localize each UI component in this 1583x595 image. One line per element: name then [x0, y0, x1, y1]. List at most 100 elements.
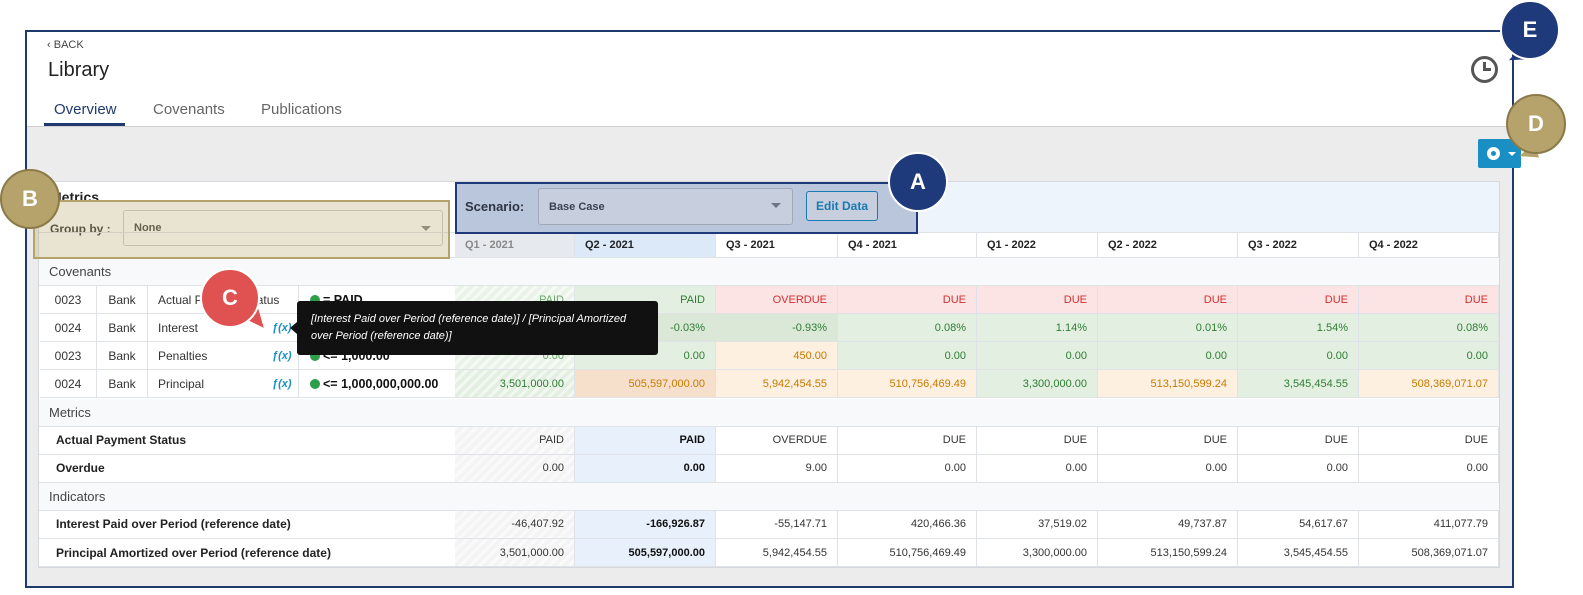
formula-icon[interactable]: ƒ(x)	[272, 322, 292, 335]
value-cell: 1.14%	[977, 314, 1098, 343]
cell: <= 1,000,000,000.00	[299, 370, 456, 399]
value-cell: 505,597,000.00	[575, 370, 716, 399]
value-cell: 508,369,071.07	[1359, 539, 1499, 568]
section-header: Indicators	[39, 482, 1499, 511]
value-cell: DUE	[838, 426, 977, 455]
tab[interactable]: Publications	[261, 100, 342, 118]
formula-icon[interactable]: ƒ(x)	[272, 350, 292, 363]
value-cell: 450.00	[716, 342, 838, 371]
value-cell: 0.00	[977, 342, 1098, 371]
value-cell: -46,407.92	[455, 510, 575, 539]
value-cell: 0.00	[1238, 454, 1359, 483]
value-cell: 420,466.36	[838, 510, 977, 539]
tab[interactable]: Overview	[54, 100, 117, 118]
value-cell: DUE	[1359, 426, 1499, 455]
tab-underline	[44, 123, 125, 126]
check-icon	[310, 295, 320, 306]
back-link[interactable]: ‹ BACK	[47, 39, 84, 51]
formula-icon[interactable]: ƒ(x)	[272, 378, 292, 391]
cell: Penalties	[148, 342, 299, 371]
callout: E	[1500, 0, 1560, 60]
value-cell: PAID	[575, 426, 716, 455]
caret	[1508, 152, 1516, 156]
value-cell: 513,150,599.24	[1098, 370, 1238, 399]
value-cell: 0.00	[1098, 454, 1238, 483]
value-cell: 1.54%	[1238, 314, 1359, 343]
history-icon[interactable]	[1471, 56, 1498, 83]
value-cell: 0.08%	[838, 314, 977, 343]
value-cell: DUE	[838, 286, 977, 315]
history-hand	[1483, 62, 1491, 71]
value-cell: 510,756,469.49	[838, 370, 977, 399]
column-header: Q1 - 2021	[455, 232, 575, 258]
cell: Bank	[97, 286, 148, 315]
value-cell: -55,147.71	[716, 510, 838, 539]
section-header: Metrics	[39, 398, 1499, 427]
row-label: Overdue	[39, 455, 455, 483]
group-by-select[interactable]: None	[123, 210, 443, 246]
value-cell: 0.00	[1359, 454, 1499, 483]
value-cell: 5,942,454.55	[716, 539, 838, 568]
value-cell: DUE	[1359, 286, 1499, 315]
row-label: Actual Payment Status	[39, 427, 455, 455]
value-cell: 0.00	[838, 342, 977, 371]
highlight-b	[33, 200, 450, 259]
value-cell: 3,545,454.55	[1238, 370, 1359, 399]
cell: Bank	[97, 370, 148, 399]
value-cell: 3,501,000.00	[455, 370, 575, 399]
column-header: Q3 - 2022	[1238, 232, 1359, 258]
value-cell: 9.00	[716, 454, 838, 483]
tooltip-arrow	[290, 322, 297, 334]
callout: C	[200, 268, 260, 328]
cell: 0024	[40, 370, 97, 399]
value-cell: DUE	[977, 426, 1098, 455]
tab[interactable]: Covenants	[153, 100, 225, 118]
column-header: Q4 - 2022	[1359, 232, 1499, 258]
edit-data-button[interactable]: Edit Data	[806, 191, 878, 221]
value-cell: PAID	[455, 426, 575, 455]
value-cell: -166,926.87	[575, 510, 716, 539]
column-header: Q2 - 2022	[1098, 232, 1238, 258]
column-header: Q3 - 2021	[716, 232, 838, 258]
value-cell: 3,501,000.00	[455, 539, 575, 568]
value-cell: 3,300,000.00	[977, 370, 1098, 399]
gear-icon	[1487, 147, 1500, 160]
value-cell: OVERDUE	[716, 286, 838, 315]
cell: Bank	[97, 314, 148, 343]
callout: A	[888, 152, 948, 212]
value-cell: 513,150,599.24	[1098, 539, 1238, 568]
value-cell: 510,756,469.49	[838, 539, 977, 568]
column-header: Q1 - 2022	[977, 232, 1098, 258]
value-cell: DUE	[1098, 286, 1238, 315]
callout: D	[1506, 94, 1566, 154]
value-cell: 0.00	[575, 454, 716, 483]
scenario-label: Scenario:	[465, 198, 525, 214]
value-cell: 508,369,071.07	[1359, 370, 1499, 399]
value-cell: DUE	[977, 286, 1098, 315]
value-cell: 54,617.67	[1238, 510, 1359, 539]
value-cell: 0.00	[977, 454, 1098, 483]
column-header: Q4 - 2021	[838, 232, 977, 258]
value-cell: 5,942,454.55	[716, 370, 838, 399]
page-title: Library	[48, 58, 110, 81]
value-cell: 3,545,454.55	[1238, 539, 1359, 568]
value-cell: 505,597,000.00	[575, 539, 716, 568]
column-header: Q2 - 2021	[575, 232, 716, 258]
select-caret	[421, 226, 431, 231]
row-label: Interest Paid over Period (reference dat…	[39, 511, 455, 539]
row-label: Principal Amortized over Period (referen…	[39, 539, 455, 568]
check-icon	[310, 351, 320, 362]
value-cell: DUE	[1098, 426, 1238, 455]
value-cell: 0.00	[1238, 342, 1359, 371]
cell: 0024	[40, 314, 97, 343]
value-cell: -0.93%	[716, 314, 838, 343]
value-cell: 0.00	[838, 454, 977, 483]
header	[27, 32, 1512, 127]
value-cell: 49,737.87	[1098, 510, 1238, 539]
scenario-select[interactable]: Base Case	[538, 188, 793, 225]
back-text[interactable]: BACK	[53, 39, 84, 51]
value-cell: 37,519.02	[977, 510, 1098, 539]
value-cell: 411,077.79	[1359, 510, 1499, 539]
select-caret	[771, 203, 781, 208]
